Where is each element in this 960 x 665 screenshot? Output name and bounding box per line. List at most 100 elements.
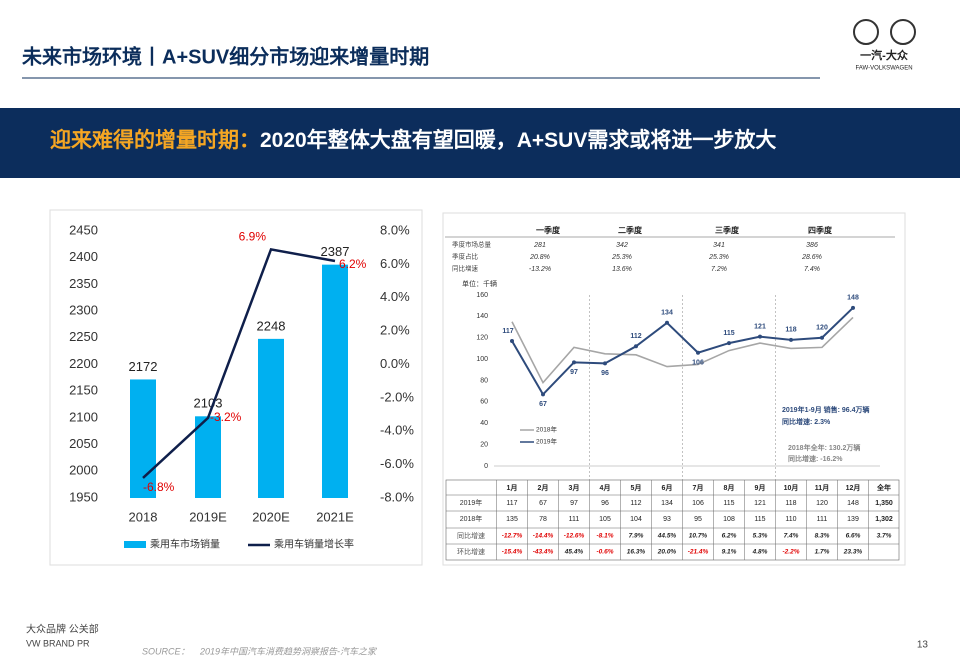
point-label: 118 — [785, 327, 796, 334]
table-cell: 120 — [816, 500, 828, 507]
point-label: 112 — [630, 333, 641, 340]
y-tick-label: 2100 — [69, 409, 98, 424]
bar — [322, 264, 348, 498]
table-cell: 16.3% — [627, 549, 646, 556]
table-cell: -12.6% — [564, 533, 585, 540]
point — [820, 335, 824, 340]
quarter-header: 四季度 — [808, 225, 833, 235]
point — [634, 344, 638, 349]
table-cell: 7.4% — [784, 533, 799, 540]
quarter-row-label: 同比增速 — [452, 264, 479, 273]
quarter-cell: 7.4% — [804, 266, 820, 273]
table-cell: 1,302 — [875, 516, 893, 523]
y-tick-label: 2450 — [69, 222, 98, 237]
table-cell: 112 — [630, 500, 641, 507]
y2-tick-label: -6.0% — [380, 456, 414, 471]
banner — [0, 108, 960, 178]
table-row-label: 同比增速 — [457, 531, 485, 540]
bar — [130, 379, 156, 498]
table-cell: -12.7% — [502, 533, 523, 540]
point — [572, 360, 576, 365]
table-cell: -14.4% — [533, 533, 554, 540]
y-tick-label: 100 — [476, 356, 488, 363]
table-cell: 106 — [692, 500, 704, 507]
table-cell: 104 — [630, 516, 642, 523]
quarter-row-label: 季度占比 — [452, 252, 479, 261]
table-cell: 67 — [539, 500, 547, 507]
table-header: 7月 — [693, 484, 704, 492]
table-row-label: 环比增速 — [457, 547, 485, 556]
legend-label: 乘用车市场销量 — [150, 538, 220, 551]
table-cell: 97 — [570, 500, 578, 507]
table-header: 12月 — [846, 484, 861, 492]
table-cell: 6.6% — [846, 533, 861, 540]
growth-value-label: -6.8% — [143, 480, 175, 494]
y-tick-label: 0 — [484, 463, 488, 470]
y-tick-label: 2150 — [69, 383, 98, 398]
bar-value-label: 2172 — [129, 359, 158, 374]
point — [603, 361, 607, 366]
source-label: SOURCE： — [142, 646, 190, 656]
logo-cn: 一汽-大众 — [860, 48, 909, 62]
table-cell: 7.9% — [629, 533, 644, 540]
x-tick-label: 2018 — [129, 509, 158, 524]
table-cell: -15.4% — [502, 549, 523, 556]
table-header: 6月 — [662, 484, 673, 492]
y2-tick-label: -4.0% — [380, 423, 414, 438]
table-cell: -2.2% — [783, 549, 800, 556]
table-header: 11月 — [815, 484, 829, 492]
table-cell: 20.0% — [657, 549, 677, 556]
table-row-label: 2018年 — [460, 514, 483, 523]
point — [789, 337, 793, 342]
logo: 一汽-大众 FAW-VOLKSWAGEN — [853, 19, 916, 72]
bar-value-label: 2387 — [321, 244, 350, 259]
x-tick-label: 2019E — [189, 509, 227, 524]
point-label: 67 — [539, 401, 547, 408]
quarter-cell: 342 — [616, 242, 628, 249]
chart2-frame — [442, 212, 906, 566]
point-label: 148 — [847, 295, 859, 302]
quarter-header: 一季度 — [536, 225, 561, 235]
y-tick-label: 2050 — [69, 436, 98, 451]
y-tick-label: 2400 — [69, 249, 98, 264]
table-cell: 5.3% — [753, 533, 768, 540]
point — [665, 320, 669, 325]
quarter-cell: 281 — [533, 242, 546, 249]
growth-value-label: 6.9% — [239, 230, 267, 244]
point — [510, 338, 514, 343]
quarter-header: 三季度 — [715, 225, 740, 235]
table-header: 4月 — [600, 484, 611, 492]
point — [696, 350, 700, 355]
quarter-cell: 13.6% — [612, 266, 632, 273]
point-label: 120 — [816, 325, 828, 332]
quarter-row-label: 季度市场总量 — [452, 240, 492, 249]
point-label: 115 — [723, 330, 734, 337]
table-cell: 44.5% — [657, 533, 677, 540]
y-tick-label: 40 — [480, 420, 488, 427]
chart1-frame — [49, 209, 423, 566]
table-cell: 8.3% — [815, 533, 830, 540]
table-cell: -21.4% — [688, 549, 709, 556]
table-header: 9月 — [755, 484, 766, 492]
y-tick-label: 2300 — [69, 303, 98, 318]
footer-dept-en: VW BRAND PR — [26, 638, 90, 648]
banner-highlight: 迎来难得的增量时期： — [50, 128, 260, 152]
table-cell: 111 — [569, 516, 580, 523]
bar-value-label: 2248 — [257, 318, 286, 333]
annotation: 2019年1-9月 销售: 96.4万辆 — [782, 405, 870, 414]
x-tick-label: 2020E — [252, 509, 290, 524]
table-cell: 45.4% — [564, 549, 584, 556]
table-header: 1月 — [507, 484, 518, 492]
quarter-cell: 25.3% — [611, 254, 632, 261]
legend-swatch — [124, 541, 146, 548]
quarter-cell: -13.2% — [529, 266, 551, 273]
annotation: 同比增速: -16.2% — [788, 454, 843, 463]
table-cell: 135 — [506, 516, 518, 523]
table-cell: 3.7% — [877, 533, 892, 540]
table-cell: 108 — [723, 516, 735, 523]
quarter-cell: 341 — [713, 242, 725, 249]
y-tick-label: 120 — [476, 335, 488, 342]
legend-label: 乘用车销量增长率 — [274, 538, 354, 551]
